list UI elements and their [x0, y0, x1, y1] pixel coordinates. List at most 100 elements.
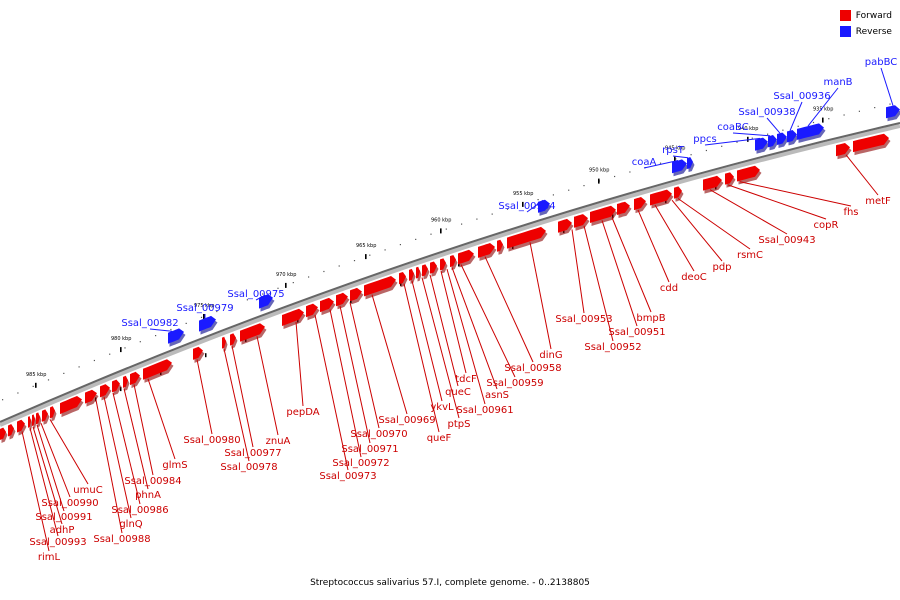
reverse-gene	[768, 135, 777, 148]
forward-gene	[737, 165, 760, 182]
gene-label: Ssal_00979	[176, 303, 233, 314]
forward-gene	[703, 175, 722, 191]
gene-label: tdcF	[455, 374, 477, 385]
forward-gene	[60, 396, 82, 415]
forward-gene	[574, 214, 588, 228]
leader-line	[709, 189, 788, 235]
leader-line	[255, 294, 266, 301]
gene-label: Ssal_00975	[227, 289, 284, 300]
minor-tick	[384, 249, 386, 251]
leader-line	[601, 220, 638, 327]
leader-line	[149, 328, 173, 332]
leader-line	[103, 396, 132, 519]
minor-tick	[399, 244, 401, 246]
gene-label: rsmC	[737, 250, 763, 261]
forward-gene	[590, 205, 616, 223]
reverse-gene	[787, 130, 797, 143]
minor-tick	[552, 194, 554, 196]
forward-gene	[42, 409, 48, 422]
leader-line	[196, 359, 213, 435]
gene-label: rpsT	[662, 145, 685, 156]
gene-label: Ssal_00952	[584, 342, 641, 353]
minor-tick	[246, 299, 248, 301]
leader-line	[643, 160, 679, 169]
leader-line	[112, 392, 141, 505]
reverse-gene	[199, 315, 216, 332]
forward-gene	[674, 186, 682, 199]
label-leader-lines	[21, 67, 894, 552]
minor-tick	[858, 110, 860, 112]
tick-label: 975 kbp	[194, 303, 214, 309]
forward-gene	[240, 323, 265, 342]
gene-label: bmpB	[636, 313, 665, 324]
gene-track	[0, 105, 900, 443]
minor-tick	[675, 158, 677, 160]
forward-gene	[853, 133, 889, 153]
minor-tick	[537, 199, 539, 201]
major-tick	[522, 201, 524, 207]
minor-tick	[185, 322, 187, 324]
minor-tick	[736, 141, 738, 143]
minor-tick	[843, 114, 845, 116]
leader-line	[727, 184, 827, 220]
inner-tick	[350, 299, 352, 304]
leader-line	[49, 419, 89, 485]
leader-line	[329, 309, 362, 458]
gene-label: Ssal_00959	[486, 378, 543, 389]
forward-gene	[478, 243, 495, 258]
forward-gene	[440, 258, 446, 271]
legend-label-reverse: Reverse	[855, 26, 892, 37]
minor-tick	[629, 171, 631, 173]
major-tick	[440, 228, 442, 234]
minor-tick	[828, 118, 830, 120]
legend-swatch-reverse	[839, 26, 851, 37]
forward-gene	[497, 239, 503, 252]
leader-line	[147, 378, 176, 460]
minor-tick	[353, 260, 356, 262]
minor-tick	[506, 208, 509, 210]
tick-label: 945 kbp	[665, 146, 685, 152]
tick-label: 940 kbp	[738, 126, 758, 132]
minor-tick	[889, 103, 891, 105]
minor-tick	[659, 162, 662, 164]
gene-label: Ssal_00986	[111, 505, 168, 516]
minor-tick	[308, 276, 310, 278]
gene-label: Ssal_00980	[183, 435, 240, 446]
minor-tick	[583, 185, 585, 187]
forward-gene	[143, 359, 172, 380]
leader-line	[637, 209, 670, 283]
leader-line	[295, 321, 304, 407]
forward-gene	[430, 261, 437, 274]
minor-tick	[124, 347, 126, 349]
forward-gene	[306, 303, 318, 318]
major-tick	[120, 347, 122, 353]
minor-tick	[491, 213, 493, 215]
leader-line	[256, 336, 279, 436]
forward-gene	[50, 406, 55, 419]
leader-line	[789, 101, 803, 131]
gene-label: Ssal_00961	[456, 405, 513, 416]
forward-gene	[725, 172, 734, 185]
gene-label: Ssal_00954	[498, 201, 555, 212]
forward-gene	[193, 346, 203, 360]
leader-line	[671, 199, 723, 262]
gene-label: copR	[814, 220, 839, 231]
leader-line	[21, 431, 50, 552]
forward-gene	[282, 308, 304, 326]
gene-label: adhP	[50, 525, 75, 536]
minor-tick	[216, 310, 218, 313]
minor-tick	[369, 254, 371, 256]
leader-line	[845, 154, 879, 196]
minor-tick	[812, 121, 815, 124]
leader-line	[704, 137, 761, 146]
gene-label: coaA	[632, 157, 657, 168]
leader-line	[611, 217, 652, 313]
genome-backbone-shadow	[0, 124, 900, 427]
inner-tick	[120, 387, 122, 392]
minor-tick	[461, 223, 463, 225]
reverse-gene	[797, 123, 824, 140]
leader-line	[421, 277, 460, 419]
leader-line	[672, 155, 689, 159]
gene-label: Ssal_00969	[378, 415, 435, 426]
